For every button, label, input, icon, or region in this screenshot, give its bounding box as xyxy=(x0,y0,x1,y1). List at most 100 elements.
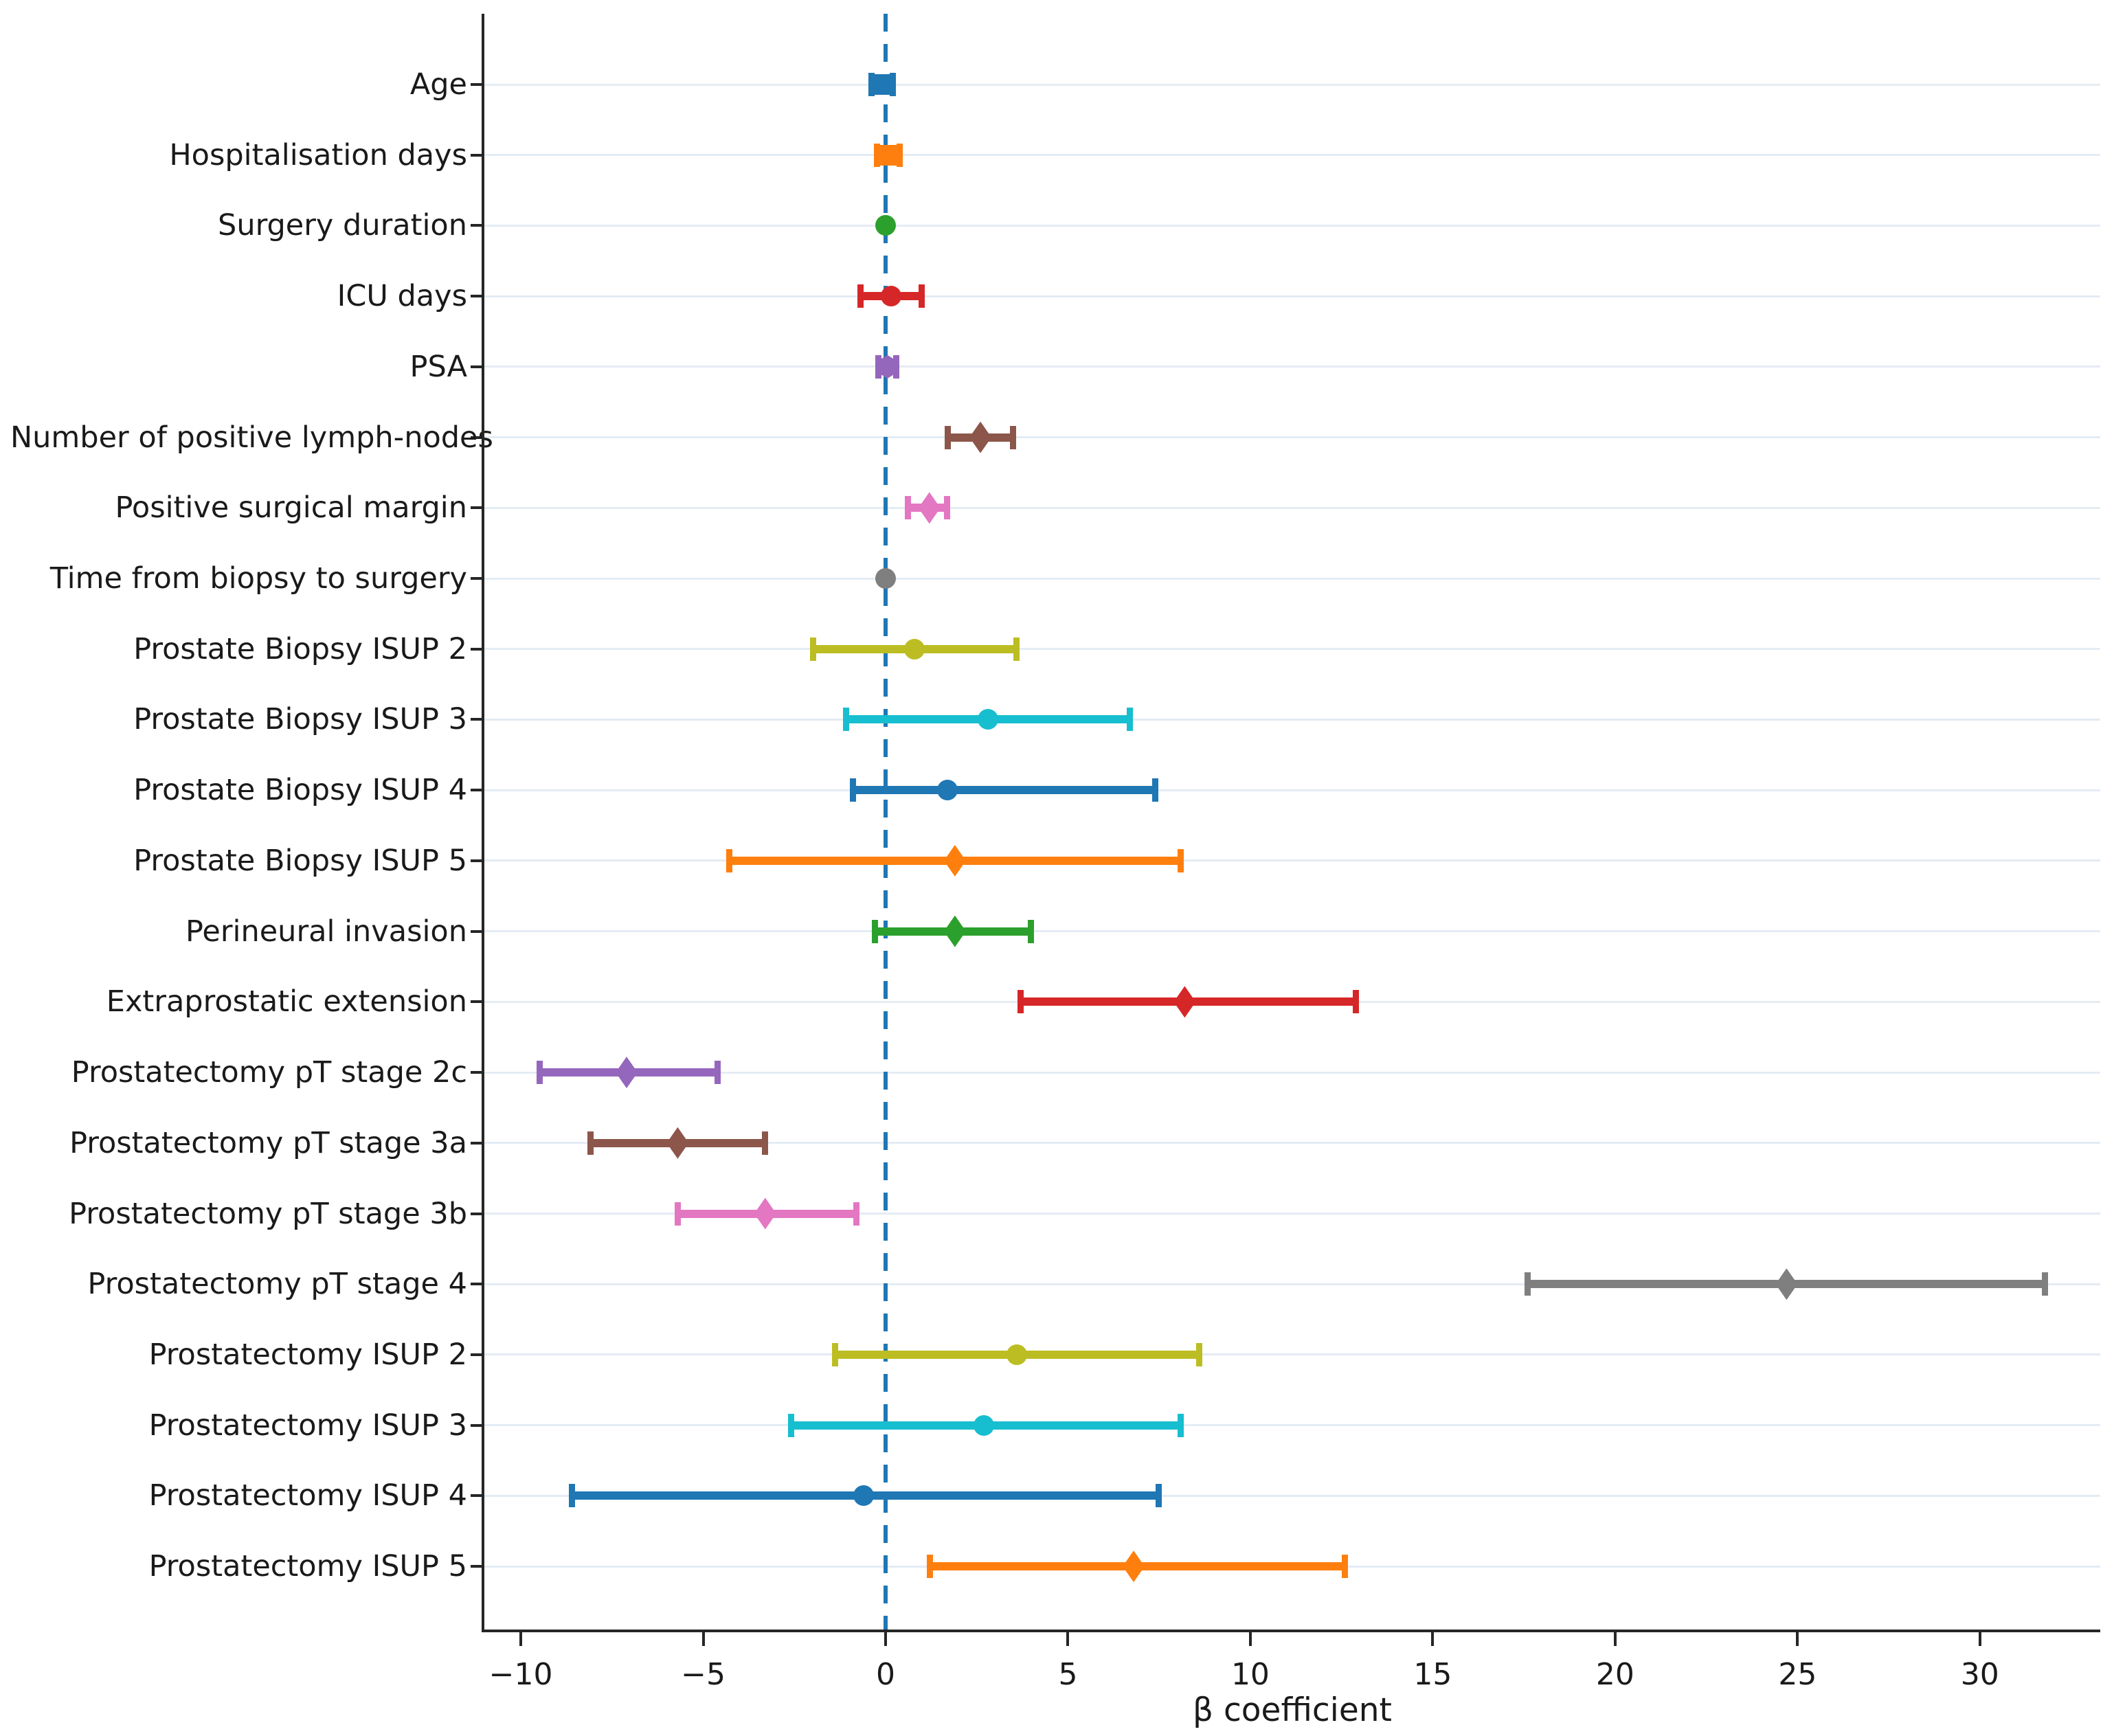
x-tick xyxy=(1796,1632,1799,1646)
diamond-marker xyxy=(969,421,992,453)
y-tick xyxy=(471,1565,484,1568)
circle-marker xyxy=(853,1485,875,1507)
gridline xyxy=(484,436,2100,439)
error-bar-cap-left xyxy=(587,1131,594,1155)
error-bar-cap-right xyxy=(919,284,925,308)
y-axis-label: Prostatectomy pT stage 2c xyxy=(71,1055,467,1090)
diamond-marker xyxy=(666,1127,689,1159)
error-bar-cap-left xyxy=(842,708,849,732)
y-axis-label: ICU days xyxy=(337,279,467,314)
y-axis-label: Perineural invasion xyxy=(185,914,467,949)
y-tick xyxy=(471,365,484,368)
error-bar-cap-left xyxy=(1017,990,1024,1014)
gridline xyxy=(484,718,2100,721)
diamond-marker xyxy=(943,844,966,877)
x-tick-label: 10 xyxy=(1230,1657,1270,1692)
y-axis-label: Prostatectomy pT stage 4 xyxy=(87,1267,467,1302)
gridline xyxy=(484,577,2100,580)
error-bar-cap-left xyxy=(904,496,911,520)
diamond-marker xyxy=(616,1057,638,1089)
square-marker xyxy=(871,74,892,95)
y-axis-label: Prostatectomy pT stage 3a xyxy=(69,1125,467,1160)
y-tick xyxy=(471,1212,484,1215)
zero-reference-line xyxy=(884,14,888,1630)
circle-marker xyxy=(1007,1344,1028,1365)
error-bar-cap-left xyxy=(831,1342,838,1366)
x-axis-title: β coefficient xyxy=(1193,1691,1392,1729)
error-bar-cap-right xyxy=(1009,425,1016,449)
y-tick xyxy=(471,577,484,580)
gridline xyxy=(484,930,2100,933)
x-tick xyxy=(1431,1632,1435,1646)
error-bar-cap-left xyxy=(872,919,879,943)
error-bar-cap-right xyxy=(1028,919,1035,943)
error-bar-cap-left xyxy=(868,73,875,96)
error-bar-cap-right xyxy=(1126,708,1133,732)
y-tick xyxy=(471,1141,484,1145)
error-bar-cap-right xyxy=(2042,1272,2049,1296)
y-tick xyxy=(471,1353,484,1356)
gridline xyxy=(484,224,2100,227)
circle-marker xyxy=(880,286,901,307)
y-axis-label: Positive surgical margin xyxy=(115,491,467,526)
x-tick-label: 15 xyxy=(1413,1657,1452,1692)
x-tick xyxy=(1248,1632,1252,1646)
gridline xyxy=(484,1142,2100,1145)
diamond-marker xyxy=(1173,986,1196,1018)
diamond-marker xyxy=(918,492,941,524)
error-bar-cap-right xyxy=(1352,990,1359,1014)
circle-marker xyxy=(937,780,958,801)
gridline xyxy=(484,1424,2100,1427)
gridline xyxy=(484,648,2100,651)
y-tick xyxy=(471,1423,484,1427)
gridline xyxy=(484,295,2100,297)
y-tick xyxy=(471,1283,484,1286)
x-tick-label: 20 xyxy=(1595,1657,1634,1692)
circle-marker xyxy=(875,215,897,236)
y-tick xyxy=(471,506,484,510)
y-axis-label: Prostate Biopsy ISUP 3 xyxy=(133,702,467,737)
x-tick xyxy=(519,1632,523,1646)
y-tick xyxy=(471,1000,484,1004)
y-tick xyxy=(471,1494,484,1498)
x-tick-label: 0 xyxy=(876,1657,896,1692)
error-bar-cap-right xyxy=(1178,848,1184,872)
y-axis-label: Prostatectomy ISUP 5 xyxy=(148,1549,467,1584)
x-axis-spine xyxy=(482,1630,2100,1632)
error-bar-cap-right xyxy=(1178,1413,1184,1437)
y-axis-label: Hospitalisation days xyxy=(169,137,467,172)
x-tick-label: 30 xyxy=(1960,1657,1999,1692)
y-axis-label: PSA xyxy=(409,349,467,384)
error-bar-cap-right xyxy=(853,1202,859,1226)
gridline xyxy=(484,859,2100,862)
x-tick-label: 5 xyxy=(1058,1657,1078,1692)
circle-marker xyxy=(904,638,925,660)
y-tick xyxy=(471,153,484,157)
x-tick xyxy=(1066,1632,1070,1646)
y-tick xyxy=(471,789,484,792)
error-bar-cap-left xyxy=(569,1484,576,1508)
x-tick xyxy=(1613,1632,1617,1646)
gridline xyxy=(484,1494,2100,1497)
error-bar-cap-right xyxy=(1156,1484,1162,1508)
y-tick xyxy=(471,859,484,862)
gridline xyxy=(484,1213,2100,1215)
error-bar-cap-left xyxy=(787,1413,794,1437)
error-bar-cap-left xyxy=(873,143,880,167)
y-axis-label: Prostate Biopsy ISUP 2 xyxy=(133,631,467,666)
gridline xyxy=(484,1283,2100,1285)
circle-marker xyxy=(974,1414,995,1436)
y-tick xyxy=(471,718,484,721)
error-bar-cap-right xyxy=(1341,1555,1348,1579)
circle-marker xyxy=(977,709,998,730)
y-tick xyxy=(471,647,484,651)
x-tick-label: 25 xyxy=(1778,1657,1817,1692)
y-axis-label: Surgery duration xyxy=(218,208,467,243)
y-axis-label: Number of positive lymph-nodes xyxy=(10,420,493,455)
circle-marker xyxy=(875,568,897,589)
y-axis-label: Prostatectomy pT stage 3b xyxy=(69,1196,467,1231)
error-bar-cap-right xyxy=(944,496,951,520)
error-bar xyxy=(853,786,1156,795)
